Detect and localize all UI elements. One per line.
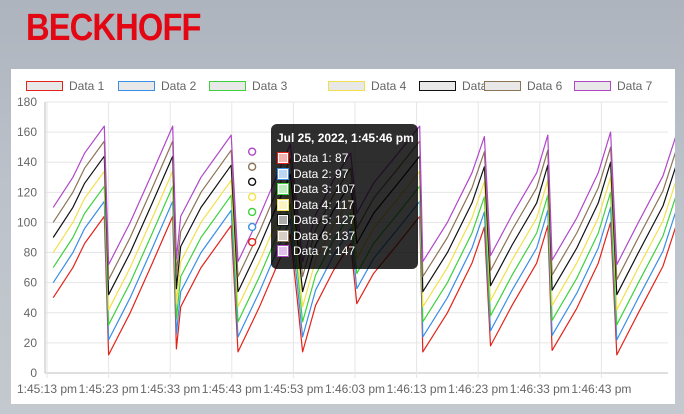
legend-label: Data 6 [527, 79, 563, 93]
y-tick-label: 120 [17, 185, 37, 199]
legend-item[interactable]: Data 2 [118, 79, 196, 93]
legend-item[interactable]: Data 4 [328, 79, 406, 93]
legend-label: Data 3 [252, 79, 288, 93]
chart-legend: Data 1 Data 2 Data 3 Data 4 Data 5 Data 6 Data… [11, 77, 675, 95]
legend-swatch [484, 81, 521, 91]
tooltip-row: Data 5: 127 [277, 213, 355, 227]
legend-swatch [26, 81, 63, 91]
legend-label: Data 4 [371, 79, 407, 93]
legend-item[interactable]: Data 6 [484, 79, 562, 93]
legend-label: Data 1 [69, 79, 105, 93]
hover-point [247, 237, 257, 247]
hover-point [247, 192, 257, 202]
y-tick-label: 20 [24, 336, 38, 350]
x-tick-label: 1:46:33 pm [510, 382, 570, 396]
legend-swatch [419, 81, 456, 91]
chart-tooltip: Jul 25, 2022, 1:45:46 pm Data 1: 87 Data … [271, 124, 418, 269]
legend-swatch [118, 81, 155, 91]
x-tick-label: 1:45:43 pm [202, 382, 262, 396]
tooltip-row-label: Data 1: 87 [293, 151, 349, 165]
hover-point [247, 207, 257, 217]
y-tick-label: 80 [24, 246, 38, 260]
tooltip-row-label: Data 2: 97 [293, 166, 349, 181]
hover-point [247, 177, 257, 186]
y-tick-label: 0 [30, 366, 37, 380]
x-tick-label: 1:45:53 pm [263, 382, 323, 396]
tooltip-swatch [277, 152, 289, 164]
tooltip-row-label: Data 5: 127 [293, 213, 356, 227]
tooltip-swatch [277, 198, 289, 211]
tooltip-swatch [277, 183, 289, 195]
tooltip-row: Data 7: 147 [277, 244, 355, 258]
tooltip-swatch [277, 167, 289, 180]
y-tick-label: 180 [17, 95, 37, 109]
tooltip-swatch [277, 214, 289, 226]
x-tick-label: 1:45:23 pm [79, 382, 139, 396]
tooltip-title: Jul 25, 2022, 1:45:46 pm [277, 131, 414, 145]
legend-label: Data 7 [617, 79, 653, 93]
y-tick-label: 100 [17, 215, 37, 229]
tooltip-row: Data 2: 97 [277, 167, 348, 181]
tooltip-row: Data 6: 137 [277, 229, 355, 243]
tooltip-row-label: Data 4: 117 [293, 197, 355, 212]
tooltip-row: Data 1: 87 [277, 151, 348, 165]
beckhoff-logo: BECKHOFF [26, 7, 202, 49]
y-tick-label: 40 [24, 306, 38, 320]
hover-point [247, 147, 257, 156]
tooltip-row: Data 3: 107 [277, 182, 355, 196]
x-tick-label: 1:46:03 pm [325, 382, 385, 396]
legend-item[interactable]: Data 1 [26, 79, 104, 93]
legend-swatch [328, 81, 365, 91]
hover-point [247, 222, 257, 232]
legend-label: Data 2 [161, 79, 197, 93]
legend-item[interactable]: Data 7 [574, 79, 652, 93]
x-tick-label: 1:45:33 pm [140, 382, 200, 396]
legend-item[interactable]: Data 3 [209, 79, 287, 93]
tooltip-row-label: Data 7: 147 [293, 244, 356, 258]
tooltip-swatch [277, 245, 289, 257]
tooltip-row-label: Data 6: 137 [293, 228, 356, 243]
legend-swatch [574, 81, 611, 91]
tooltip-swatch [277, 229, 289, 242]
y-tick-label: 160 [17, 125, 37, 139]
x-tick-label: 1:45:13 pm [17, 382, 77, 396]
y-tick-label: 140 [17, 155, 37, 169]
x-tick-label: 1:46:13 pm [387, 382, 447, 396]
x-tick-label: 1:46:23 pm [448, 382, 508, 396]
x-tick-label: 1:46:43 pm [571, 382, 631, 396]
y-tick-label: 60 [24, 276, 38, 290]
tooltip-row-label: Data 3: 107 [293, 182, 356, 196]
hover-point [247, 162, 257, 171]
tooltip-row: Data 4: 117 [277, 198, 354, 212]
legend-swatch [209, 81, 246, 91]
